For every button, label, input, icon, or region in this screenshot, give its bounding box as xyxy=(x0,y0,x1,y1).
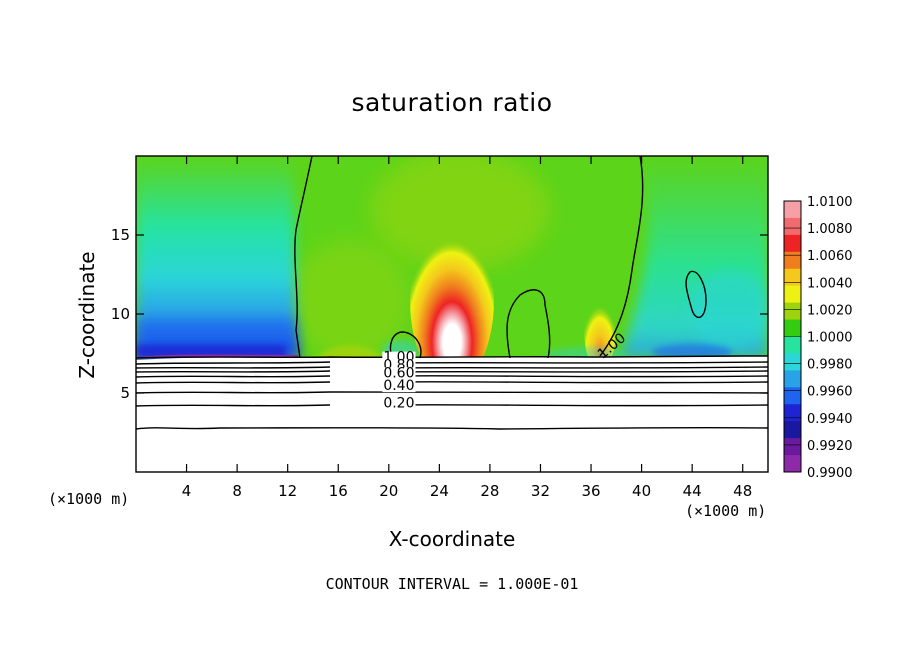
contour-line xyxy=(136,355,768,359)
chart-title: saturation ratio xyxy=(351,88,553,117)
x-tick-label: 24 xyxy=(430,482,449,500)
contour-lines xyxy=(136,156,768,430)
field-right-cyan xyxy=(690,270,768,350)
y-tick-label: 10 xyxy=(111,305,130,323)
colorbar-label: 0.9900 xyxy=(807,466,853,481)
colorbar-swatch xyxy=(784,217,801,236)
contour-label-background xyxy=(382,367,416,380)
contour-label-background xyxy=(382,380,416,393)
y-tick-label: 5 xyxy=(120,384,130,402)
colorbar-swatch xyxy=(784,370,801,388)
contour-line xyxy=(685,270,707,319)
colorbar-swatch xyxy=(784,455,801,473)
contour-line xyxy=(136,366,768,369)
colorbar-label: 0.9960 xyxy=(807,385,853,400)
contour-label-background xyxy=(382,397,416,410)
x-tick-label: 16 xyxy=(329,482,348,500)
saturation-field xyxy=(136,156,768,472)
contour-interval-note: CONTOUR INTERVAL = 1.000E-01 xyxy=(325,575,579,593)
x-tick-label: 44 xyxy=(683,482,702,500)
x-tick-label: 8 xyxy=(232,482,242,500)
colorbar-swatch xyxy=(784,336,801,354)
colorbar-swatch xyxy=(784,404,801,422)
colorbar-label: 1.0060 xyxy=(807,249,853,264)
colorbar-swatch xyxy=(784,387,801,405)
x-tick-label: 32 xyxy=(531,482,550,500)
contour-line xyxy=(136,426,768,430)
contour-label: 0.60 xyxy=(383,365,414,381)
x-tick-label: 48 xyxy=(733,482,752,500)
contour-line xyxy=(136,404,768,407)
contour-line xyxy=(136,375,768,378)
contour-line xyxy=(136,370,768,373)
contour-line xyxy=(136,361,768,365)
colorbar-swatch xyxy=(784,302,801,321)
x-tick-label: 12 xyxy=(278,482,297,500)
colorbar-label: 0.9980 xyxy=(807,358,853,373)
x-tick-label: 40 xyxy=(632,482,651,500)
colorbar-label: 1.0080 xyxy=(807,222,853,237)
colorbar-swatch xyxy=(784,201,801,219)
contour-line xyxy=(136,391,768,394)
colorbar-swatch xyxy=(784,268,801,287)
field-light-green xyxy=(370,156,550,270)
x-axis-label: X-coordinate xyxy=(388,527,516,551)
plume-center xyxy=(410,215,494,385)
masked-lower-region xyxy=(136,356,768,472)
contour-label: 0.20 xyxy=(383,395,414,411)
colorbar-swatch xyxy=(784,251,801,270)
boundary-strip xyxy=(136,354,299,359)
x-tick-label: 4 xyxy=(182,482,192,500)
colorbar-swatch xyxy=(784,353,801,371)
x-tick-label: 36 xyxy=(581,482,600,500)
colorbar-swatch xyxy=(784,438,801,456)
colorbar: 1.0100 1.0080 1.0060 1.0040 1.0020 1.0000 0.99… xyxy=(783,195,853,481)
colorbar-swatch xyxy=(784,285,801,304)
x-tick-label: 20 xyxy=(379,482,398,500)
x-units-label-right: (×1000 m) xyxy=(685,502,767,520)
contour-line xyxy=(599,156,644,357)
colorbar-swatch xyxy=(784,234,801,253)
contour-line xyxy=(389,331,422,359)
colorbar-label: 1.0000 xyxy=(807,331,853,346)
x-axis-ticks: 4 8 12 16 20 24 28 32 36 40 44 48 xyxy=(182,156,752,500)
y-axis-ticks: 5 10 15 xyxy=(111,226,768,402)
x-tick-label: 28 xyxy=(480,482,499,500)
colorbar-label: 1.0040 xyxy=(807,276,853,291)
x-units-label-left: (×1000 m) xyxy=(48,490,130,508)
colorbar-label: 0.9940 xyxy=(807,412,853,427)
contour-line xyxy=(506,289,551,359)
colorbar-swatch xyxy=(784,421,801,439)
contour-label: 0.40 xyxy=(383,378,414,394)
colorbar-label: 0.9920 xyxy=(807,439,853,454)
colorbar-label: 1.0100 xyxy=(807,195,853,210)
colorbar-label: 1.0020 xyxy=(807,303,853,318)
field-subsaturated-left xyxy=(136,156,300,358)
colorbar-swatch xyxy=(784,319,801,337)
y-tick-label: 15 xyxy=(111,226,130,244)
contour-line xyxy=(294,156,313,359)
contour-line xyxy=(136,381,768,384)
